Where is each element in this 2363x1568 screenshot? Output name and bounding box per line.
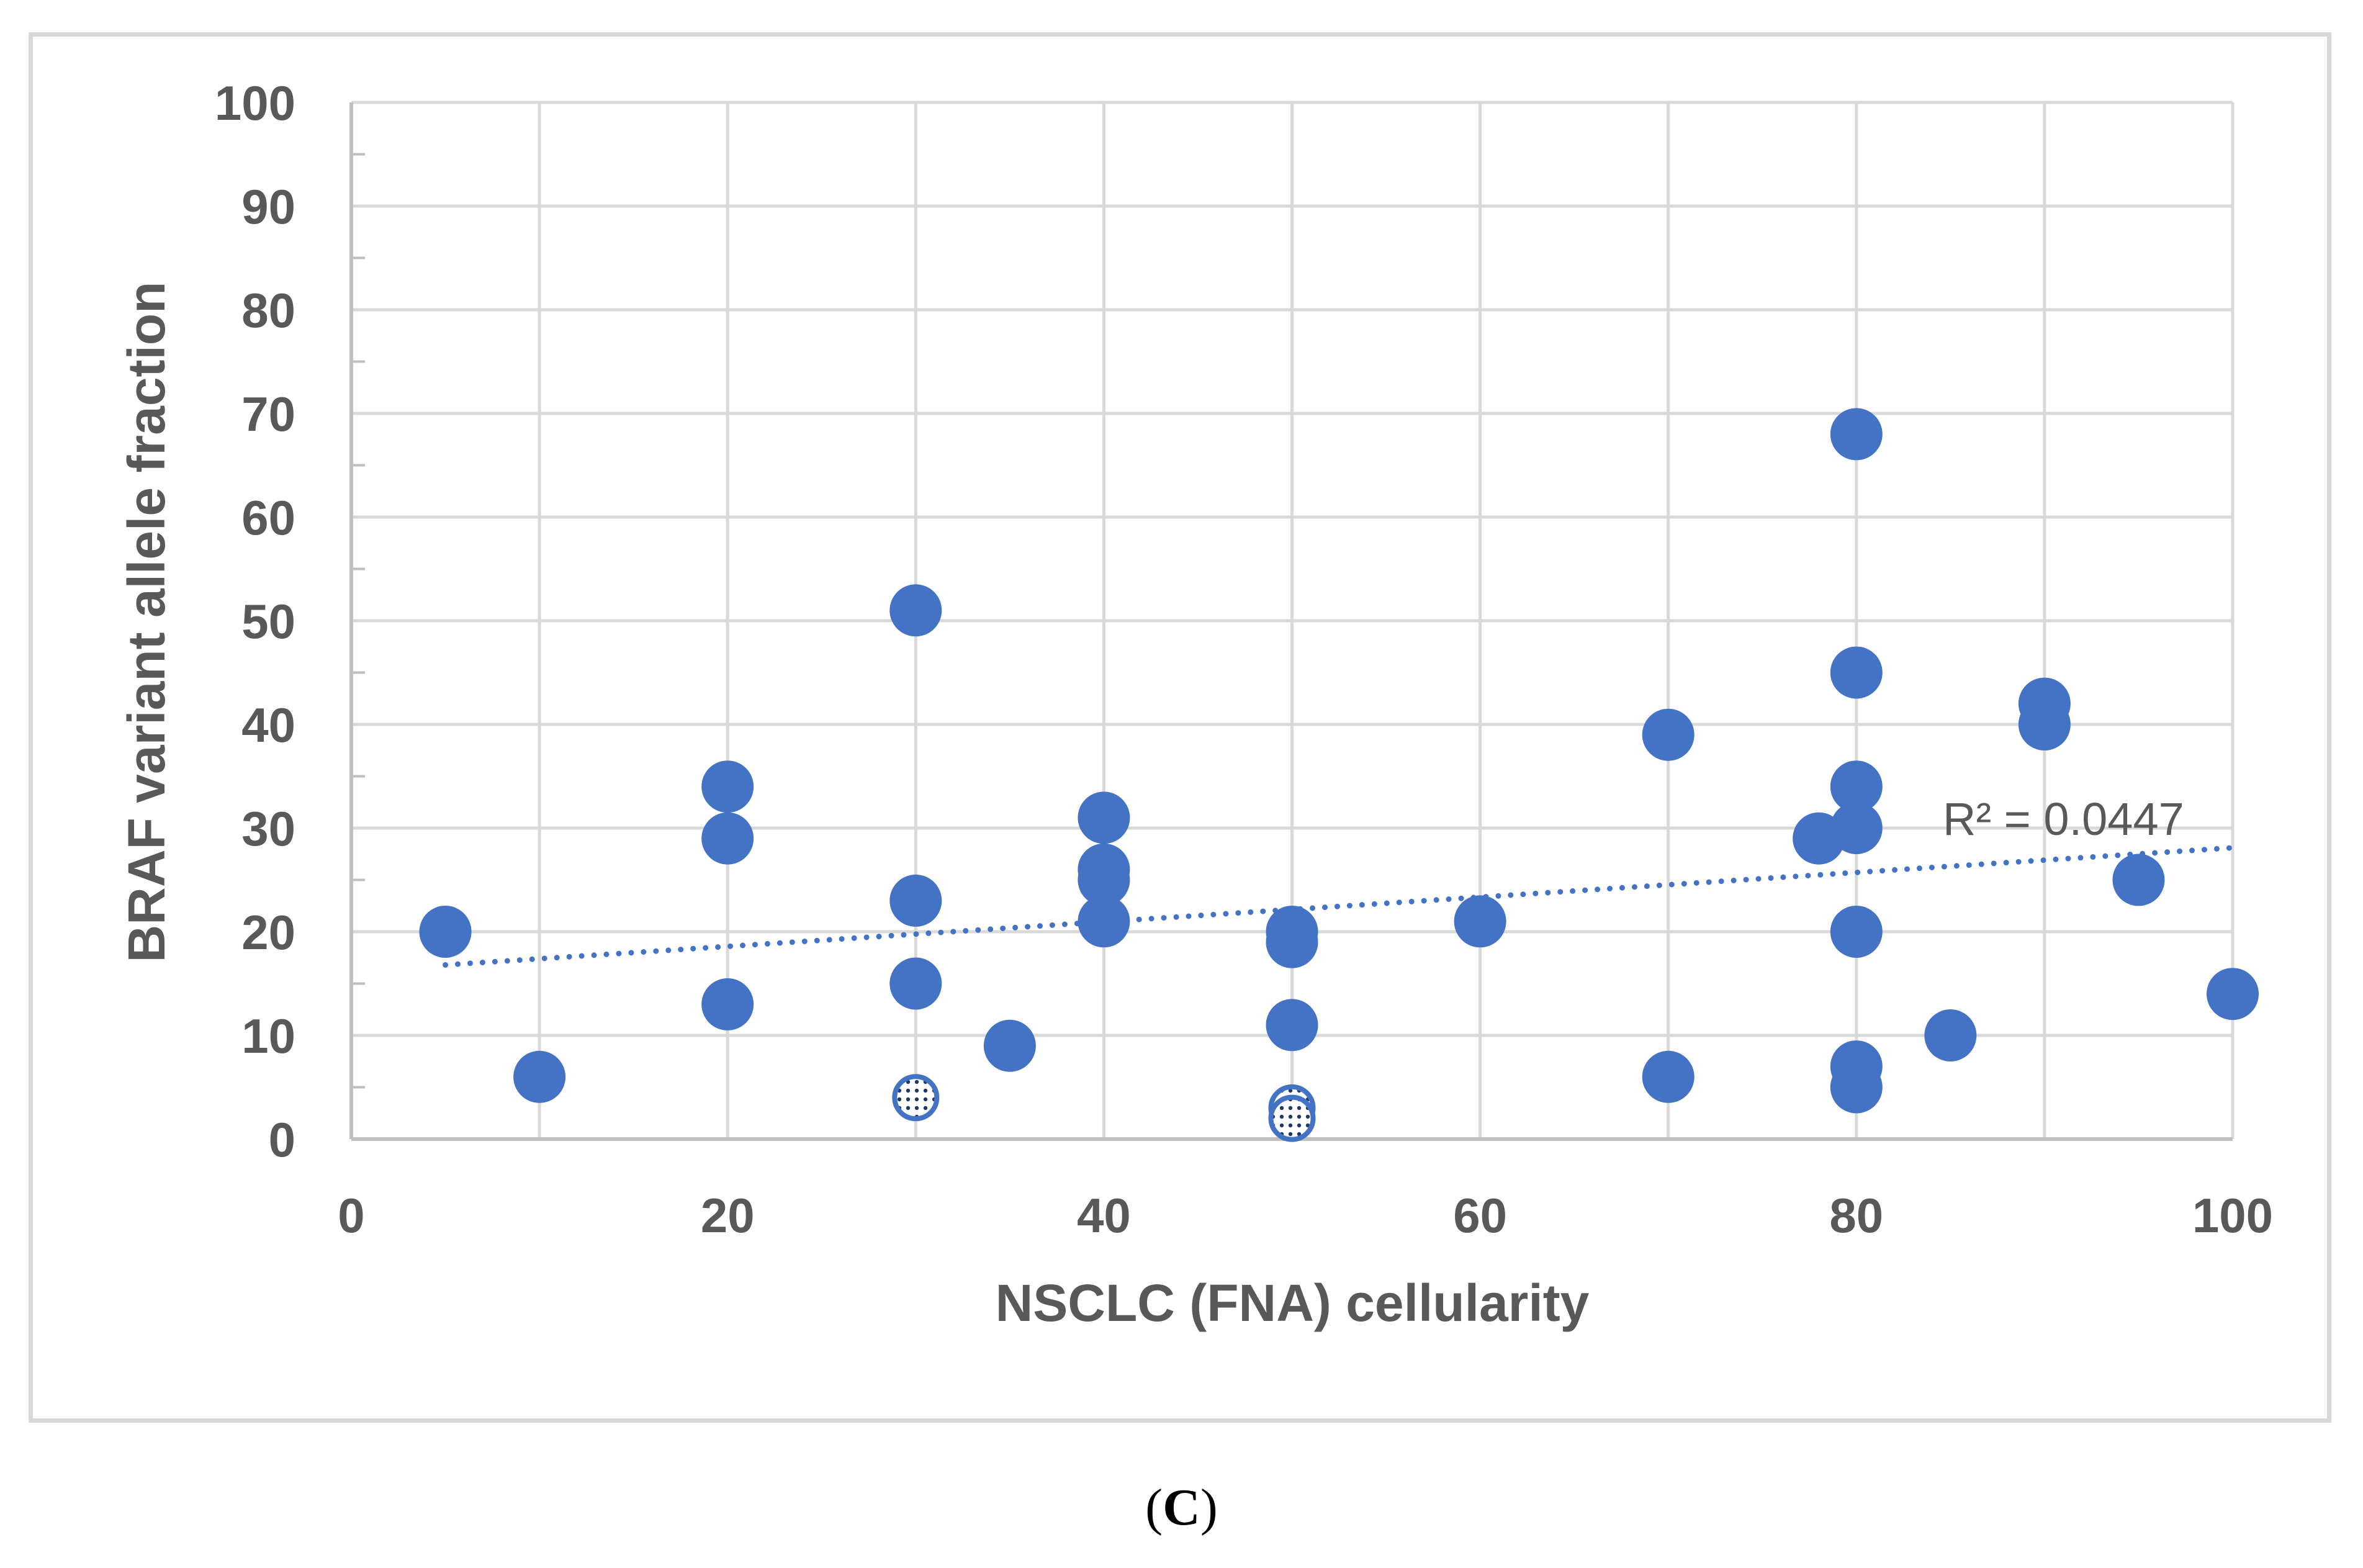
trendline: [443, 845, 2236, 968]
x-tick-label: 60: [1453, 1188, 1507, 1243]
data-point: [2207, 968, 2259, 1021]
y-tick-label: 50: [241, 594, 295, 649]
y-axis-ticks: 0 10 20 30 40 50 60 70 80 90 100: [215, 76, 295, 1167]
data-point: [1454, 895, 1506, 948]
data-point: [701, 812, 754, 865]
y-tick-label: 20: [241, 905, 295, 960]
data-point: [701, 978, 754, 1030]
data-point: [1266, 999, 1318, 1052]
y-tick-label: 100: [215, 76, 295, 130]
data-point: [1642, 708, 1695, 761]
data-point: [1078, 791, 1130, 844]
data-point: [1830, 802, 1883, 854]
panel-label: (C): [0, 1477, 2363, 1538]
data-point: [513, 1050, 566, 1103]
x-tick-label: 80: [1829, 1188, 1883, 1243]
y-tick-label: 90: [241, 179, 295, 234]
data-point: [1830, 1061, 1883, 1114]
y-tick-label: 60: [241, 490, 295, 545]
y-tick-label: 30: [241, 801, 295, 856]
highlighted-data-point: [892, 1074, 940, 1122]
data-point: [1830, 408, 1883, 461]
data-point: [1642, 1050, 1695, 1103]
highlighted-data-point: [1268, 1094, 1316, 1142]
data-point: [1924, 1009, 1977, 1061]
data-point: [889, 584, 942, 637]
r-squared-label: R² = 0.0447: [1943, 793, 2184, 845]
y-axis-title: BRAF variant allele fraction: [117, 282, 176, 963]
y-tick-label: 40: [241, 698, 295, 752]
gridlines: [351, 101, 2235, 1139]
data-point: [1078, 854, 1130, 906]
y-tick-label: 80: [241, 283, 295, 338]
panel-label-close: ): [1200, 1479, 1218, 1536]
data-point: [889, 874, 942, 927]
trendline-layer: [443, 845, 2236, 968]
data-points: [419, 408, 2259, 1142]
panel-label-letter: C: [1163, 1479, 1200, 1536]
x-tick-label: 40: [1077, 1188, 1131, 1243]
x-axis-ticks: 0 20 40 60 80 100: [338, 1188, 2273, 1243]
data-point: [701, 760, 754, 813]
data-point: [2112, 854, 2165, 906]
y-tick-label: 0: [269, 1112, 295, 1167]
data-point: [1830, 906, 1883, 958]
chart-frame: [29, 32, 2331, 1423]
data-point: [983, 1019, 1036, 1072]
data-point: [1830, 760, 1883, 813]
panel-label-open: (: [1145, 1479, 1163, 1536]
x-tick-label: 20: [701, 1188, 755, 1243]
data-point: [1830, 646, 1883, 699]
data-point: [1266, 916, 1318, 968]
y-tick-label: 10: [241, 1009, 295, 1063]
x-tick-label: 0: [338, 1188, 364, 1243]
data-point: [1078, 895, 1130, 948]
data-point: [2018, 698, 2071, 750]
data-point: [889, 957, 942, 1010]
y-tick-label: 70: [241, 387, 295, 441]
data-point: [419, 906, 472, 958]
x-tick-label: 100: [2192, 1188, 2273, 1243]
x-axis-title: NSCLC (FNA) cellularity: [996, 1274, 1590, 1332]
